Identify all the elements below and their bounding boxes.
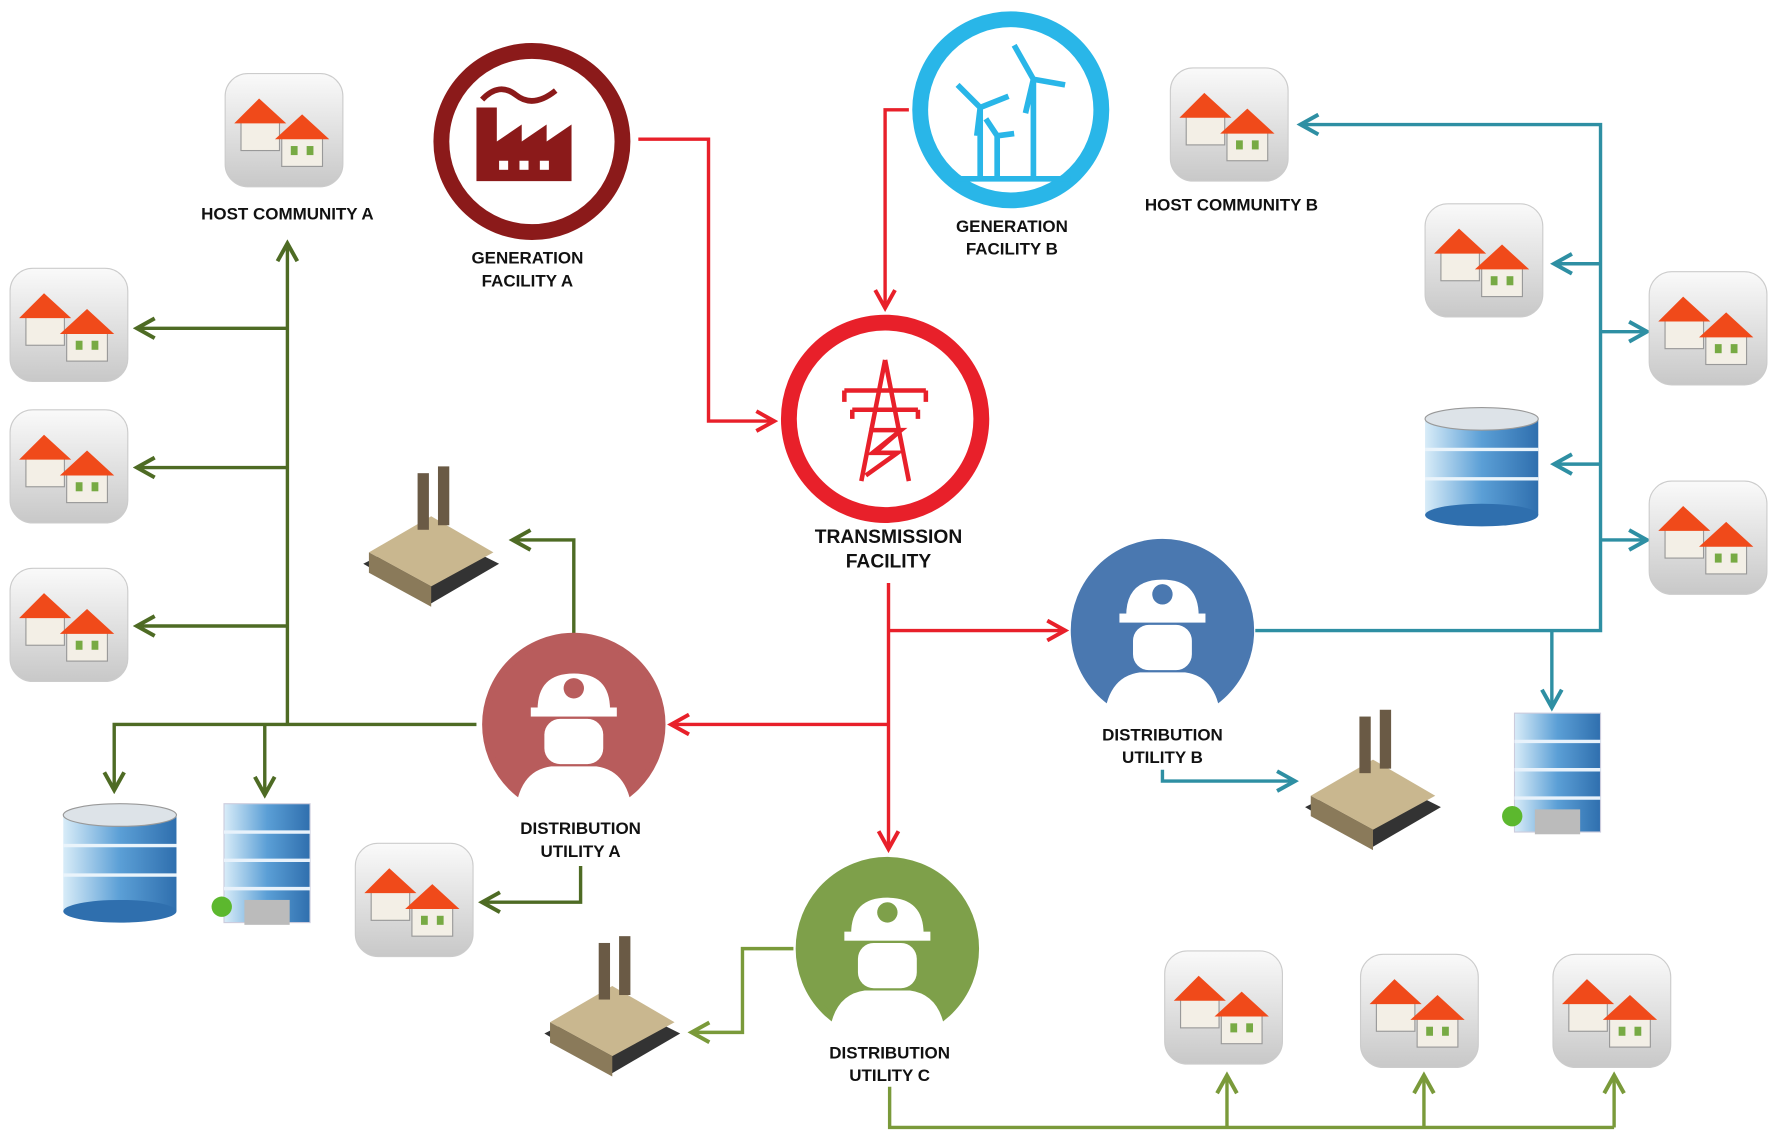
generation-a-icon	[441, 51, 622, 232]
node-label: GENERATION	[956, 217, 1068, 236]
node-label: TRANSMISSION	[815, 527, 962, 548]
generation-b-icon	[920, 19, 1101, 200]
distribution-b-icon	[1074, 542, 1251, 724]
node-label: DISTRIBUTION	[1102, 725, 1223, 744]
node-label: HOST COMMUNITY A	[201, 205, 374, 224]
node-label: UTILITY A	[541, 842, 621, 861]
diagram: GENERATION FACILITY A GENERATION FACILIT…	[0, 0, 1777, 1132]
node-label: FACILITY B	[966, 240, 1058, 259]
node-label: FACILITY A	[482, 271, 573, 290]
node-label: UTILITY B	[1122, 748, 1203, 767]
distribution-c-icon	[799, 860, 976, 1042]
distribution-a-icon	[486, 636, 663, 818]
node-label: DISTRIBUTION	[520, 819, 641, 838]
node-label: GENERATION	[471, 249, 583, 268]
transmission-icon	[789, 323, 981, 515]
node-label: DISTRIBUTION	[829, 1043, 950, 1062]
node-label: FACILITY	[846, 552, 932, 573]
node-label: HOST COMMUNITY B	[1145, 196, 1318, 215]
node-label: UTILITY C	[849, 1066, 930, 1085]
